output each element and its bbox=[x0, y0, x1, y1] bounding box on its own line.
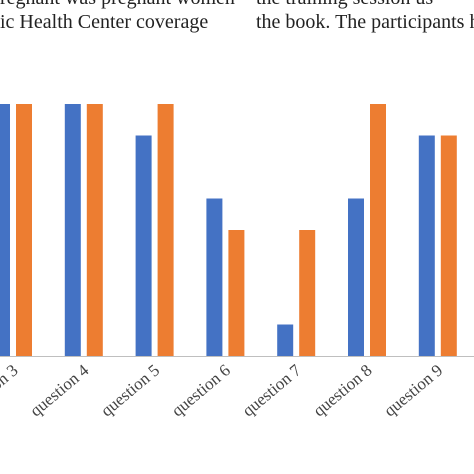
x-tick-label: question 4 bbox=[26, 360, 92, 420]
paragraph-line: regnant was pregnant women bbox=[0, 0, 235, 9]
bar bbox=[348, 198, 364, 356]
x-tick-label: question 3 bbox=[0, 361, 22, 421]
x-tick-label: question 8 bbox=[309, 361, 375, 421]
x-tick-label: question 7 bbox=[239, 360, 305, 420]
bar bbox=[0, 104, 10, 356]
bar bbox=[277, 324, 294, 356]
bar bbox=[299, 230, 316, 356]
paragraph-line: the book. The participants h bbox=[256, 11, 474, 33]
x-tick-label: question 5 bbox=[97, 361, 163, 421]
bar bbox=[440, 135, 457, 356]
bar bbox=[16, 104, 32, 356]
bar bbox=[135, 135, 152, 356]
x-tick-label: question 6 bbox=[168, 361, 234, 421]
x-tick-label: question 9 bbox=[380, 361, 446, 421]
bar bbox=[64, 104, 81, 356]
bar bbox=[86, 104, 103, 356]
bar bbox=[206, 198, 223, 356]
paragraph-line: ic Health Center coverage bbox=[0, 11, 208, 33]
bar bbox=[418, 135, 435, 356]
paragraph-line: the training session us bbox=[256, 0, 433, 9]
bar bbox=[228, 230, 245, 356]
bar bbox=[157, 104, 174, 356]
bar bbox=[370, 104, 386, 356]
